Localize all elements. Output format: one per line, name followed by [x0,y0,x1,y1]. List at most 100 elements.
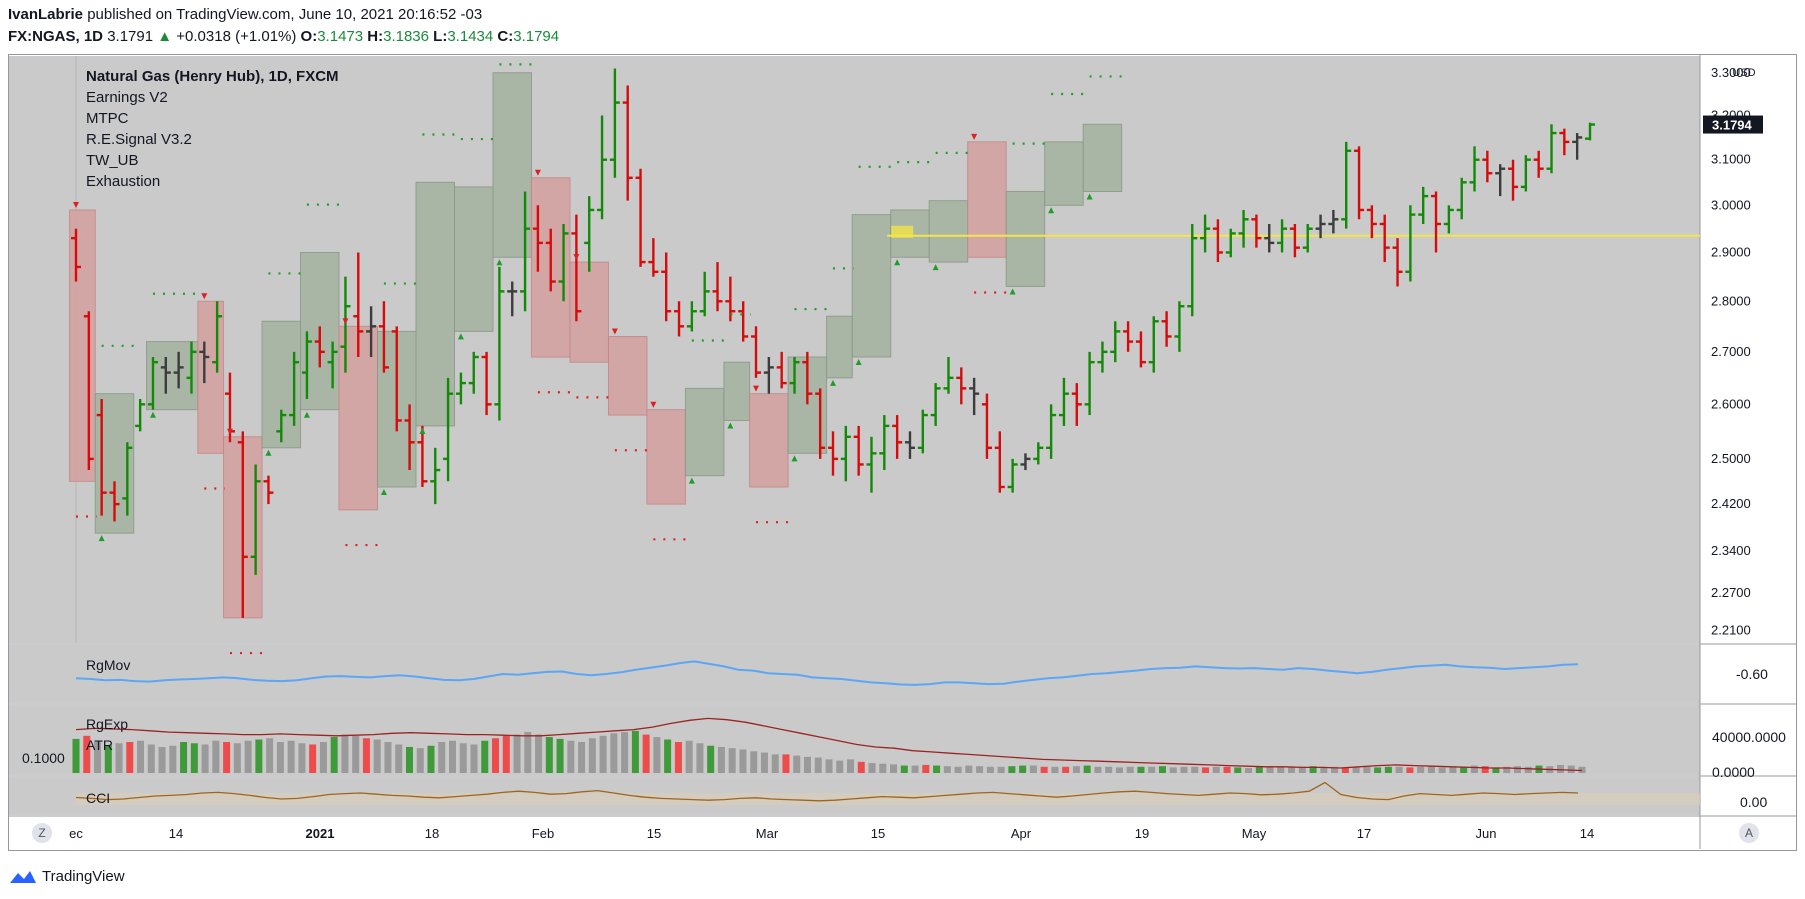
ohlc-bar [648,238,659,277]
time-tick-label: Jun [1476,826,1497,841]
rgexp-bar [158,746,166,773]
author-name[interactable]: IvanLabrie [8,6,84,23]
change-up-icon: ▲ [157,28,173,45]
rgexp-bar [1341,767,1349,773]
legend-item-earnings[interactable]: Earnings V2 [86,89,168,106]
ohlc-bar [994,431,1005,493]
auto-scale-button[interactable]: A [1739,823,1759,843]
rgexp-bar [1234,767,1242,773]
zoom-button[interactable]: Z [32,823,52,843]
ohlc-bar [314,326,325,368]
rgexp-bar [1288,766,1296,773]
legend-item-exhaustion[interactable]: Exhaustion [86,173,161,190]
rgexp-bar [1438,767,1446,773]
ohlc-bar [135,398,146,432]
rgexp-bar [1449,766,1457,773]
rgexp-bar [223,742,231,773]
ohlc-bar [212,301,223,373]
rgexp-axis-label-top: 40000.0000 [1712,729,1786,745]
rgexp-bar [1524,766,1532,773]
legend-item-mtpc[interactable]: MTPC [86,110,129,127]
rgexp-bar [481,740,489,773]
currency-label: USD [1732,67,1755,79]
rgexp-bar [1137,766,1145,773]
rgexp-bar [717,746,725,773]
last-price: 3.1791 [107,28,154,45]
rgexp-bar [814,757,822,773]
rgexp-bar [1384,766,1392,773]
ohlc-bar [1058,377,1069,426]
rgexp-bar [255,739,263,773]
open-value: 3.1473 [317,28,364,45]
ohlc-bar [109,481,120,522]
buy-signal-icon [688,477,695,484]
ohlc-bar [1585,122,1595,141]
tradingview-footer[interactable]: TradingView [8,868,125,885]
time-tick-label: May [1242,826,1267,841]
rgexp-bar [911,765,919,773]
ohlc-bar [584,196,595,272]
rgexp-bar [793,755,801,773]
rgexp-bar [1180,766,1188,773]
rgexp-bar [298,743,306,773]
sell-signal-icon [201,293,208,300]
rgexp-bar [438,742,446,773]
buy-signal-icon [1048,207,1055,214]
ohlc-bar [738,301,749,342]
ohlc-bar [1315,214,1326,239]
rgexp-bar [384,742,392,773]
price-tick-label: 2.8000 [1711,293,1751,308]
cci-label[interactable]: CCI [86,790,111,806]
rgexp-label[interactable]: RgExp [86,716,129,732]
rgexp-bar [588,738,596,773]
ohlc-bar [301,331,312,399]
rgexp-bar [696,743,704,773]
price-tick-label: 3.0000 [1711,197,1751,212]
signal-box [723,361,751,421]
rgexp-bar [933,765,941,773]
rgexp-bar [492,738,500,773]
legend-item-twub[interactable]: TW_UB [86,152,139,169]
ohlc-bar [1123,321,1134,352]
ohlc-bar [1225,228,1236,258]
rgexp-bar [728,748,736,773]
rgexp-bar [104,745,112,773]
price-tick-label: 3.1000 [1711,152,1751,167]
tradingview-brand: TradingView [42,868,125,885]
rgexp-left-value: 0.1000 [22,750,65,766]
rgexp-bar [965,765,973,773]
rgexp-bar [190,743,198,773]
ohlc-bar [763,357,774,394]
legend-item-symbol[interactable]: Natural Gas (Henry Hub), 1D, FXCM [86,68,339,85]
rgexp-bar [1492,767,1500,773]
ohlc-bar [1520,155,1531,192]
buy-signal-icon [303,411,310,418]
ohlc-bar [1135,331,1146,368]
rgexp-bar [868,763,876,773]
rgexp-bar [674,742,682,773]
ohlc-bar [866,436,877,493]
buy-signal-icon [894,259,901,266]
time-tick-label: Apr [1011,826,1032,841]
ohlc-bar [1533,150,1544,178]
legend-item-resignal[interactable]: R.E.Signal V3.2 [86,131,192,148]
atr-label[interactable]: ATR [86,737,113,753]
ohlc-bar [263,475,274,505]
rgexp-bar [836,760,844,773]
rgexp-bar [954,766,962,773]
rgexp-bar [707,745,715,773]
rgexp-bar [319,742,327,773]
price-tick-label: 2.7000 [1711,344,1751,359]
sell-signal-icon [73,201,79,208]
rgexp-bar [233,743,241,773]
rgexp-bar [1567,765,1575,773]
rgexp-bar [1556,764,1564,773]
rgmov-label[interactable]: RgMov [86,657,131,673]
ohlc-bar [981,393,992,459]
open-label: O: [300,28,318,45]
rgexp-bar [524,732,532,773]
buy-signal-icon [1009,288,1016,295]
rgexp-bar [1417,766,1425,773]
buy-signal-icon [265,449,272,456]
